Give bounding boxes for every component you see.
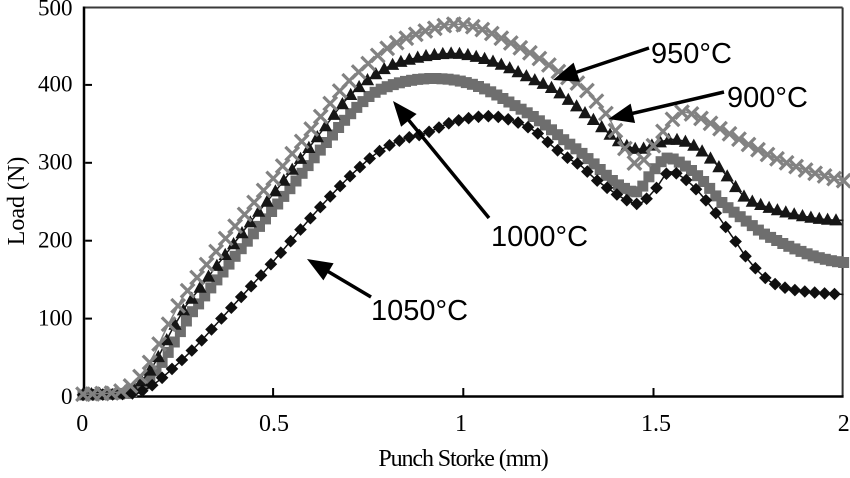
svg-text:2: 2	[838, 411, 850, 437]
svg-text:400: 400	[38, 72, 73, 97]
svg-text:0: 0	[76, 411, 88, 437]
svg-text:100: 100	[38, 305, 73, 330]
svg-text:Punch Storke (mm): Punch Storke (mm)	[378, 446, 547, 472]
svg-text:200: 200	[38, 228, 73, 253]
svg-text:1: 1	[455, 411, 467, 437]
svg-text:1000°C: 1000°C	[491, 221, 588, 253]
svg-text:1.5: 1.5	[641, 411, 671, 437]
svg-text:500: 500	[38, 0, 73, 21]
svg-text:0.5: 0.5	[259, 411, 289, 437]
svg-text:300: 300	[38, 150, 73, 175]
svg-text:900°C: 900°C	[727, 82, 808, 114]
svg-text:0: 0	[61, 384, 73, 409]
svg-text:Load (N): Load (N)	[4, 157, 30, 246]
svg-text:950°C: 950°C	[651, 38, 732, 70]
svg-text:1050°C: 1050°C	[371, 295, 468, 327]
